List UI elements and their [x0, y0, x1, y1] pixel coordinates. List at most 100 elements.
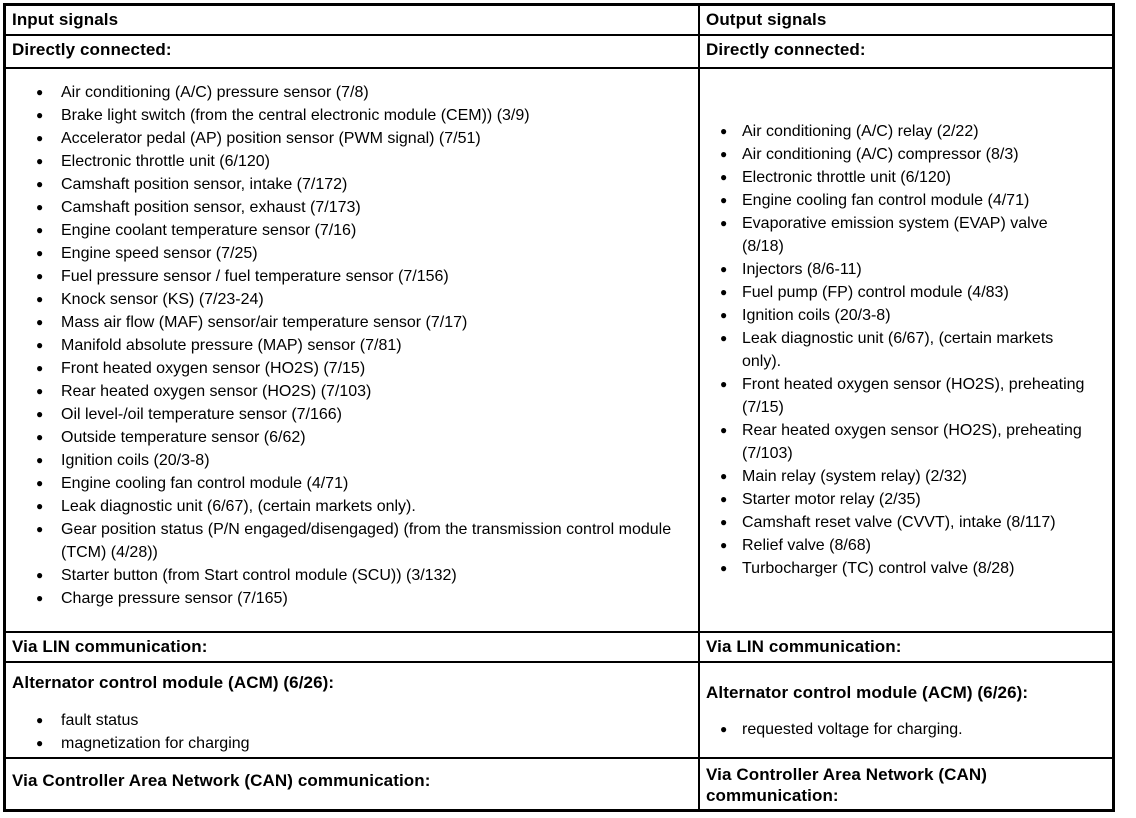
list-item: ● Air conditioning (A/C) pressure sensor …: [6, 81, 698, 104]
output-via-can-cell: Via Controller Area Network (CAN) commun…: [700, 757, 1112, 809]
input-signal-list: ● Air conditioning (A/C) pressure sensor …: [6, 81, 698, 610]
signal-text: Air conditioning (A/C) compressor (8/3): [742, 146, 1019, 163]
list-item: ● Gear position status (P/N engaged/disen…: [6, 518, 698, 564]
output-acm-list: ● requested voltage for charging.: [700, 718, 1112, 741]
bullet-icon: ●: [36, 430, 44, 444]
signal-text: Manifold absolute pressure (MAP) sensor …: [61, 337, 402, 354]
list-item: ● Brake light switch (from the central el…: [6, 104, 698, 127]
signal-text: Engine speed sensor (7/25): [61, 245, 258, 262]
output-via-can-label: Via Controller Area Network (CAN) commun…: [706, 765, 988, 805]
list-item: ● Rear heated oxygen sensor (HO2S), prehe…: [700, 419, 1112, 465]
signal-text: Front heated oxygen sensor (HO2S), prehe…: [742, 376, 1085, 416]
list-item: ● Engine cooling fan control module (4/71…: [6, 472, 698, 495]
list-item: ● Oil level-/oil temperature sensor (7/16…: [6, 403, 698, 426]
bullet-icon: ●: [36, 361, 44, 375]
list-item: ● Turbocharger (TC) control valve (8/28): [700, 557, 1112, 580]
list-item: ● Front heated oxygen sensor (HO2S) (7/15…: [6, 357, 698, 380]
bullet-icon: ●: [36, 131, 44, 145]
signal-text: Oil level-/oil temperature sensor (7/166…: [61, 406, 343, 423]
signal-text: Fuel pressure sensor / fuel temperature …: [61, 268, 449, 285]
bullet-icon: ●: [36, 223, 44, 237]
signal-text: Gear position status (P/N engaged/diseng…: [61, 521, 672, 561]
list-item: ● fault status: [6, 709, 698, 732]
input-directly-connected-label: Directly connected:: [6, 34, 700, 67]
bullet-icon: ●: [36, 177, 44, 191]
signal-text: Injectors (8/6-11): [742, 261, 862, 278]
list-item: ● Leak diagnostic unit (6/67), (certain m…: [700, 327, 1112, 373]
bullet-icon: ●: [36, 522, 44, 536]
bullet-icon: ●: [36, 269, 44, 283]
bullet-icon: ●: [720, 331, 728, 345]
bullet-icon: ●: [720, 285, 728, 299]
bullet-icon: ●: [720, 377, 728, 391]
bullet-icon: ●: [36, 407, 44, 421]
output-directly-connected-list-cell: ● Air conditioning (A/C) relay (2/22) ● Air…: [700, 67, 1112, 631]
signal-text: Turbocharger (TC) control valve (8/28): [742, 560, 1015, 577]
bullet-icon: ●: [36, 568, 44, 582]
bullet-icon: ●: [36, 476, 44, 490]
list-item: ● Front heated oxygen sensor (HO2S), preh…: [700, 373, 1112, 419]
list-item: ● Relief valve (8/68): [700, 534, 1112, 557]
list-item: ● Engine coolant temperature sensor (7/16…: [6, 219, 698, 242]
list-item: ● Camshaft position sensor, intake (7/172…: [6, 173, 698, 196]
signal-text: Electronic throttle unit (6/120): [742, 169, 951, 186]
input-via-can-label: Via Controller Area Network (CAN) commun…: [12, 771, 431, 790]
list-item: ● Outside temperature sensor (6/62): [6, 426, 698, 449]
bullet-icon: ●: [36, 292, 44, 306]
bullet-icon: ●: [720, 216, 728, 230]
output-directly-connected-label: Directly connected:: [700, 34, 1112, 67]
bullet-icon: ●: [36, 499, 44, 513]
bullet-icon: ●: [36, 384, 44, 398]
signal-text: Air conditioning (A/C) relay (2/22): [742, 123, 979, 140]
signal-text: Camshaft position sensor, exhaust (7/173…: [61, 199, 361, 216]
signal-text: Leak diagnostic unit (6/67), (certain ma…: [742, 330, 1054, 370]
list-item: ● Ignition coils (20/3-8): [700, 304, 1112, 327]
signal-text: Air conditioning (A/C) pressure sensor (…: [61, 84, 369, 101]
bullet-icon: ●: [720, 262, 728, 276]
signal-text: magnetization for charging: [61, 735, 250, 752]
bullet-icon: ●: [720, 170, 728, 184]
signal-text: Leak diagnostic unit (6/67), (certain ma…: [61, 498, 416, 515]
list-item: ● Air conditioning (A/C) relay (2/22): [700, 120, 1112, 143]
list-item: ● Fuel pump (FP) control module (4/83): [700, 281, 1112, 304]
list-item: ● Manifold absolute pressure (MAP) sensor…: [6, 334, 698, 357]
list-item: ● Main relay (system relay) (2/32): [700, 465, 1112, 488]
list-item: ● Fuel pressure sensor / fuel temperature…: [6, 265, 698, 288]
signal-table: Input signals Output signals Directly co…: [3, 3, 1115, 812]
bullet-icon: ●: [720, 423, 728, 437]
signal-text: Engine cooling fan control module (4/71): [61, 475, 349, 492]
bullet-icon: ●: [720, 147, 728, 161]
signal-text: requested voltage for charging.: [742, 721, 963, 738]
signal-text: Knock sensor (KS) (7/23-24): [61, 291, 264, 308]
signal-text: Brake light switch (from the central ele…: [61, 107, 530, 124]
list-item: ● Mass air flow (MAF) sensor/air temperat…: [6, 311, 698, 334]
signal-text: Mass air flow (MAF) sensor/air temperatu…: [61, 314, 468, 331]
signal-text: Camshaft reset valve (CVVT), intake (8/1…: [742, 514, 1056, 531]
list-item: ● Injectors (8/6-11): [700, 258, 1112, 281]
signal-text: Rear heated oxygen sensor (HO2S), prehea…: [742, 422, 1082, 462]
list-item: ● Ignition coils (20/3-8): [6, 449, 698, 472]
output-acm-cell: Alternator control module (ACM) (6/26): …: [700, 661, 1112, 757]
input-signals-header: Input signals: [6, 6, 700, 34]
input-acm-cell: Alternator control module (ACM) (6/26): …: [6, 661, 700, 757]
bullet-icon: ●: [36, 591, 44, 605]
output-acm-label: Alternator control module (ACM) (6/26):: [706, 683, 1029, 702]
bullet-icon: ●: [720, 308, 728, 322]
list-item: ● Knock sensor (KS) (7/23-24): [6, 288, 698, 311]
signal-text: Ignition coils (20/3-8): [742, 307, 891, 324]
list-item: ● Evaporative emission system (EVAP) valv…: [700, 212, 1112, 258]
list-item: ● Engine cooling fan control module (4/71…: [700, 189, 1112, 212]
list-item: ● magnetization for charging: [6, 732, 698, 755]
signal-text: Camshaft position sensor, intake (7/172): [61, 176, 348, 193]
signal-text: Engine coolant temperature sensor (7/16): [61, 222, 357, 239]
signal-text: Front heated oxygen sensor (HO2S) (7/15): [61, 360, 366, 377]
signal-text: Starter motor relay (2/35): [742, 491, 921, 508]
bullet-icon: ●: [36, 736, 44, 750]
list-item: ● Electronic throttle unit (6/120): [700, 166, 1112, 189]
list-item: ● Leak diagnostic unit (6/67), (certain m…: [6, 495, 698, 518]
list-item: ● Electronic throttle unit (6/120): [6, 150, 698, 173]
bullet-icon: ●: [36, 713, 44, 727]
list-item: ● Engine speed sensor (7/25): [6, 242, 698, 265]
bullet-icon: ●: [36, 246, 44, 260]
list-item: ● requested voltage for charging.: [700, 718, 1112, 741]
